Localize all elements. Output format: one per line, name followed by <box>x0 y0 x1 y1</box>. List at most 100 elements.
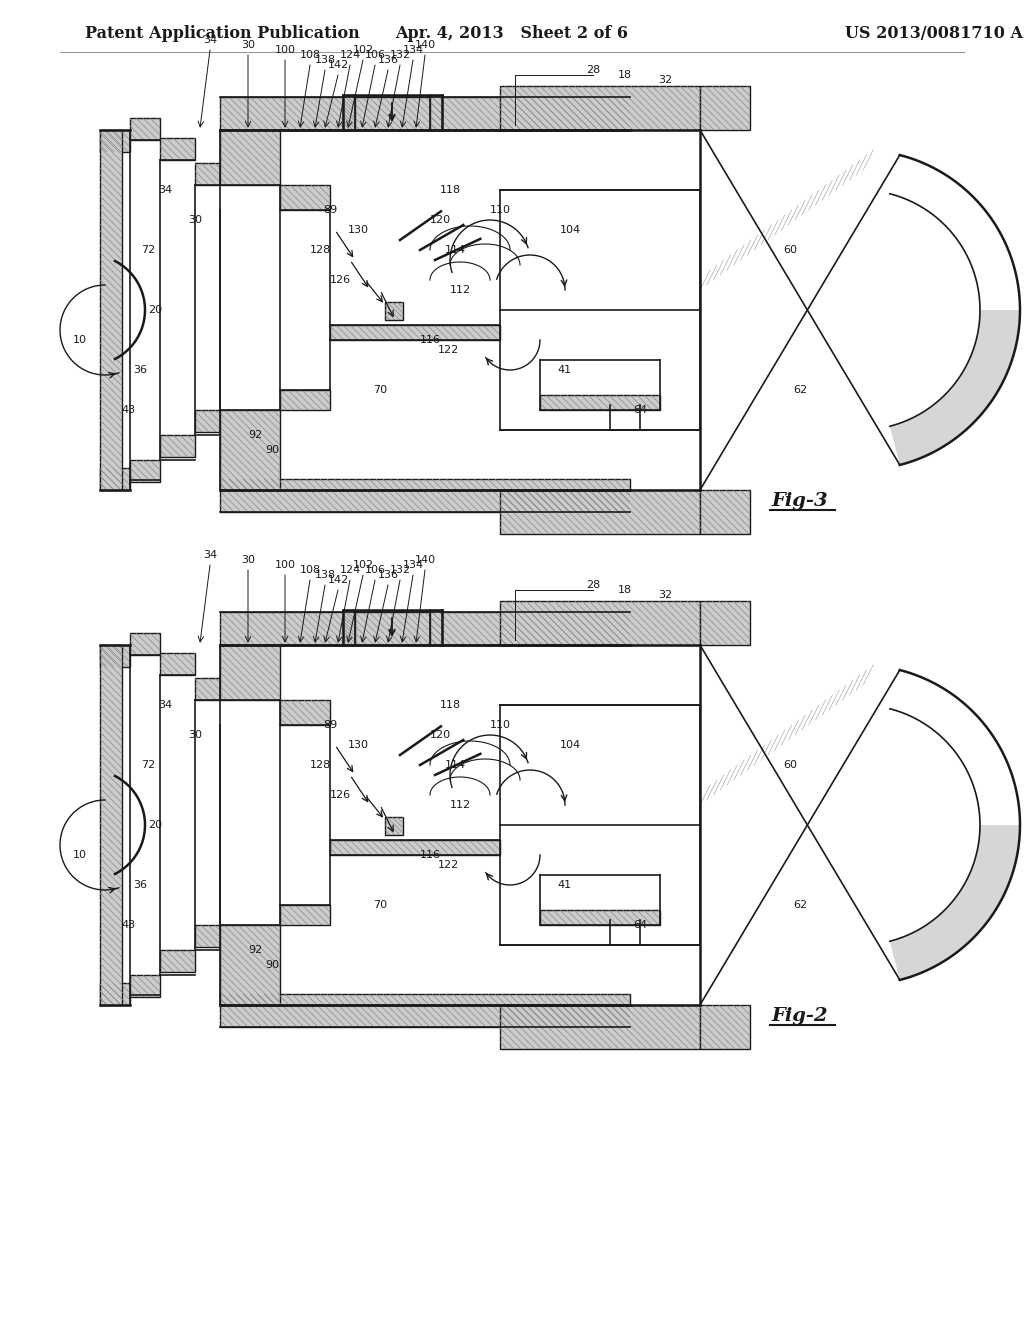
Text: 132: 132 <box>389 565 411 576</box>
Bar <box>220 645 280 700</box>
Bar <box>430 95 442 129</box>
Bar <box>130 634 160 655</box>
Text: 18: 18 <box>617 585 632 595</box>
Bar <box>330 325 500 341</box>
Text: 142: 142 <box>328 59 348 70</box>
Text: 104: 104 <box>559 224 581 235</box>
Bar <box>540 395 660 411</box>
Bar <box>220 411 280 490</box>
Bar <box>100 129 122 490</box>
Bar <box>100 983 130 1005</box>
Text: 72: 72 <box>141 246 155 255</box>
Text: 41: 41 <box>558 366 572 375</box>
Text: 34: 34 <box>158 185 172 195</box>
Text: 128: 128 <box>309 760 331 770</box>
Bar <box>700 86 750 129</box>
Bar <box>160 139 195 160</box>
Bar <box>100 645 130 667</box>
Text: 114: 114 <box>444 760 466 770</box>
Text: 128: 128 <box>309 246 331 255</box>
Text: 36: 36 <box>133 366 147 375</box>
Text: 136: 136 <box>378 570 398 579</box>
Text: 36: 36 <box>133 880 147 890</box>
Text: 110: 110 <box>489 719 511 730</box>
Text: 126: 126 <box>330 275 350 285</box>
Bar <box>195 925 220 946</box>
Text: 142: 142 <box>328 576 348 585</box>
Text: 92: 92 <box>248 430 262 440</box>
Bar <box>100 129 130 152</box>
Text: 92: 92 <box>248 945 262 954</box>
Bar <box>385 817 403 836</box>
Bar <box>280 906 330 925</box>
Text: Fig-2: Fig-2 <box>772 1007 828 1026</box>
Text: US 2013/0081710 A1: US 2013/0081710 A1 <box>846 25 1024 41</box>
Bar <box>195 411 220 432</box>
Text: 60: 60 <box>783 760 797 770</box>
Bar <box>700 490 750 535</box>
Text: 18: 18 <box>617 70 632 81</box>
Bar <box>130 975 160 997</box>
Polygon shape <box>890 310 1020 465</box>
Bar <box>385 302 403 319</box>
Bar <box>100 645 122 1005</box>
Text: 34: 34 <box>158 700 172 710</box>
Text: 134: 134 <box>402 560 424 570</box>
Text: 116: 116 <box>420 335 440 345</box>
Text: 72: 72 <box>141 760 155 770</box>
Text: 34: 34 <box>203 550 217 560</box>
Text: 62: 62 <box>793 385 807 395</box>
Text: 124: 124 <box>339 565 360 576</box>
Text: 28: 28 <box>586 65 600 75</box>
Text: 10: 10 <box>73 850 87 861</box>
Text: 106: 106 <box>365 50 385 59</box>
Text: 138: 138 <box>314 55 336 65</box>
Text: 43: 43 <box>121 405 135 414</box>
Bar <box>130 459 160 482</box>
Text: 70: 70 <box>373 385 387 395</box>
Bar <box>500 490 700 535</box>
Text: 32: 32 <box>658 590 672 601</box>
Text: 108: 108 <box>299 50 321 59</box>
Text: Patent Application Publication: Patent Application Publication <box>85 25 359 41</box>
Bar <box>220 925 280 1005</box>
Text: 90: 90 <box>265 445 280 455</box>
Text: Apr. 4, 2013   Sheet 2 of 6: Apr. 4, 2013 Sheet 2 of 6 <box>395 25 629 41</box>
Bar <box>100 469 130 490</box>
Text: 28: 28 <box>586 579 600 590</box>
Text: 20: 20 <box>147 820 162 830</box>
Text: 130: 130 <box>347 224 369 235</box>
Text: 100: 100 <box>274 560 296 570</box>
Bar <box>540 909 660 925</box>
Bar <box>700 601 750 645</box>
Text: 100: 100 <box>274 45 296 55</box>
Text: 34: 34 <box>203 36 217 45</box>
Bar <box>343 95 355 129</box>
Bar <box>220 479 630 512</box>
Text: 110: 110 <box>489 205 511 215</box>
Bar <box>220 994 630 1027</box>
Text: 30: 30 <box>241 40 255 50</box>
Text: 132: 132 <box>389 50 411 59</box>
Text: 116: 116 <box>420 850 440 861</box>
Text: 130: 130 <box>347 741 369 750</box>
Bar <box>160 653 195 675</box>
Text: 140: 140 <box>415 40 435 50</box>
Bar <box>160 950 195 972</box>
Text: 70: 70 <box>373 900 387 909</box>
Text: 120: 120 <box>429 730 451 741</box>
Bar <box>500 1005 700 1049</box>
Bar <box>195 162 220 185</box>
Text: 108: 108 <box>299 565 321 576</box>
Text: 41: 41 <box>558 880 572 890</box>
Text: 60: 60 <box>783 246 797 255</box>
Bar <box>343 610 355 645</box>
Text: 138: 138 <box>314 570 336 579</box>
Text: 102: 102 <box>352 560 374 570</box>
Text: 64: 64 <box>633 405 647 414</box>
Text: 118: 118 <box>439 185 461 195</box>
Bar <box>280 700 330 725</box>
Text: 64: 64 <box>633 920 647 931</box>
Bar <box>280 389 330 411</box>
Bar <box>220 96 630 129</box>
